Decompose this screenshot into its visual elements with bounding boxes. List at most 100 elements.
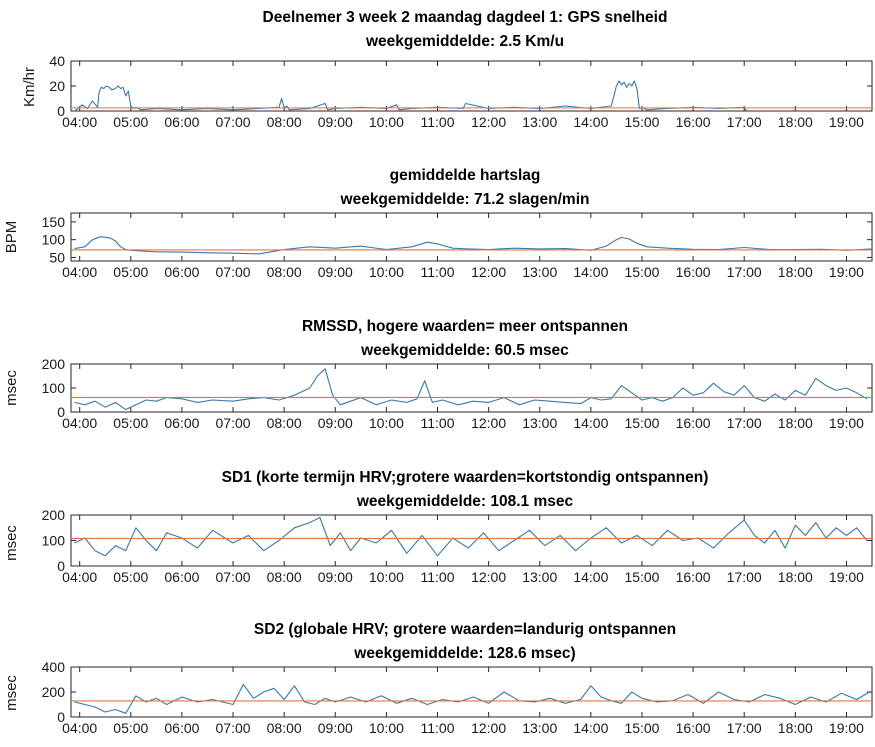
x-tick-label: 13:00 [522,569,557,585]
x-tick-label: 19:00 [829,569,864,585]
x-tick-label: 14:00 [573,114,608,130]
x-tick-label: 12:00 [471,569,506,585]
x-tick-label: 06:00 [164,415,199,431]
x-tick-label: 19:00 [829,415,864,431]
panel-sd1: SD1 (korte termijn HRV;grotere waarden=k… [3,469,873,585]
x-tick-label: 08:00 [267,114,302,130]
x-tick-label: 11:00 [421,264,455,280]
y-tick-label: 200 [42,684,66,700]
x-tick-label: 13:00 [522,415,557,431]
x-tick-label: 18:00 [778,569,813,585]
x-tick-label: 09:00 [318,415,353,431]
x-tick-label: 10:00 [369,264,404,280]
y-tick-label: 400 [42,659,66,675]
y-tick-label: 40 [49,53,65,69]
x-tick-label: 14:00 [573,415,608,431]
x-tick-label: 09:00 [318,569,353,585]
x-tick-label: 08:00 [267,720,302,736]
x-tick-label: 13:00 [522,720,557,736]
y-tick-label: 200 [42,507,66,523]
x-tick-label: 04:00 [62,569,97,585]
y-axis-label: msec [3,525,20,561]
x-tick-label: 06:00 [164,720,199,736]
x-tick-label: 19:00 [829,720,864,736]
panel-title: gemiddelde hartslag [390,167,541,184]
x-tick-label: 17:00 [727,114,762,130]
x-tick-label: 04:00 [62,264,97,280]
panel-subtitle: weekgemiddelde: 2.5 Km/u [365,33,564,50]
axes-box [70,60,873,112]
x-tick-label: 17:00 [727,415,762,431]
x-tick-label: 17:00 [727,264,762,280]
panel-title: Deelnemer 3 week 2 maandag dagdeel 1: GP… [263,9,668,26]
data-series-line [74,368,868,411]
panel-subtitle: weekgemiddelde: 108.1 msec [356,493,574,510]
x-tick-label: 18:00 [778,415,813,431]
y-tick-label: 100 [42,533,66,549]
x-tick-label: 04:00 [62,114,97,130]
x-tick-label: 18:00 [778,114,813,130]
y-tick-label: 200 [42,356,66,372]
x-tick-label: 07:00 [216,264,251,280]
panel-subtitle: weekgemiddelde: 71.2 slagen/min [340,191,590,208]
x-tick-label: 10:00 [369,415,404,431]
x-tick-label: 05:00 [113,264,148,280]
x-tick-label: 18:00 [778,720,813,736]
y-tick-label: 0 [57,709,65,725]
x-tick-label: 15:00 [624,569,659,585]
x-tick-label: 11:00 [421,415,455,431]
y-axis-label: msec [3,370,20,406]
x-tick-label: 12:00 [471,264,506,280]
y-tick-label: 20 [49,78,65,94]
axes-box [70,363,873,413]
x-tick-label: 09:00 [318,720,353,736]
panel-title: SD1 (korte termijn HRV;grotere waarden=k… [222,469,709,486]
x-tick-label: 07:00 [216,415,251,431]
y-axis-label: Km/hr [21,67,38,107]
x-tick-label: 15:00 [624,720,659,736]
x-tick-label: 05:00 [113,114,148,130]
x-tick-label: 19:00 [829,264,864,280]
x-tick-label: 16:00 [676,569,711,585]
x-tick-label: 04:00 [62,720,97,736]
x-tick-label: 12:00 [471,415,506,431]
x-tick-label: 11:00 [421,720,455,736]
x-tick-label: 07:00 [216,114,251,130]
plot-area: 04:00 05:00 06:00 07:00 08:00 09:00 10:00 11:00… [42,212,873,280]
panel-title: SD2 (globale HRV; grotere waarden=landur… [254,621,676,638]
y-tick-label: 100 [42,232,66,248]
panel-subtitle: weekgemiddelde: 128.6 msec) [353,645,575,662]
x-tick-label: 04:00 [62,415,97,431]
y-tick-label: 50 [49,249,65,265]
axes-box [70,212,873,262]
x-tick-label: 12:00 [471,720,506,736]
x-tick-label: 16:00 [676,415,711,431]
y-axis-label: BPM [3,221,20,254]
axes-box [70,666,873,718]
x-tick-label: 16:00 [676,720,711,736]
x-tick-label: 14:00 [573,569,608,585]
x-tick-label: 07:00 [216,569,251,585]
x-tick-label: 17:00 [727,569,762,585]
plot-area: 04:00 05:00 06:00 07:00 08:00 09:00 10:00 11:00… [42,356,873,431]
x-tick-label: 10:00 [369,720,404,736]
x-tick-label: 11:00 [421,114,455,130]
plot-area: 04:00 05:00 06:00 07:00 08:00 09:00 10:00 11:00… [49,53,873,130]
panel-gps-speed: Deelnemer 3 week 2 maandag dagdeel 1: GP… [21,9,873,130]
x-tick-label: 13:00 [522,264,557,280]
x-tick-label: 15:00 [624,415,659,431]
x-tick-label: 05:00 [113,415,148,431]
x-tick-label: 19:00 [829,114,864,130]
x-tick-label: 10:00 [369,569,404,585]
panel-rmssd: RMSSD, hogere waarden= meer ontspannen w… [3,318,873,431]
y-tick-label: 0 [57,404,65,420]
x-tick-label: 10:00 [369,114,404,130]
y-axis-label: msec [3,675,20,711]
x-tick-label: 11:00 [421,569,455,585]
x-tick-label: 05:00 [113,720,148,736]
x-tick-label: 09:00 [318,264,353,280]
x-tick-label: 16:00 [676,264,711,280]
data-series-line [74,516,868,557]
x-tick-label: 06:00 [164,264,199,280]
data-series-line [74,683,870,714]
